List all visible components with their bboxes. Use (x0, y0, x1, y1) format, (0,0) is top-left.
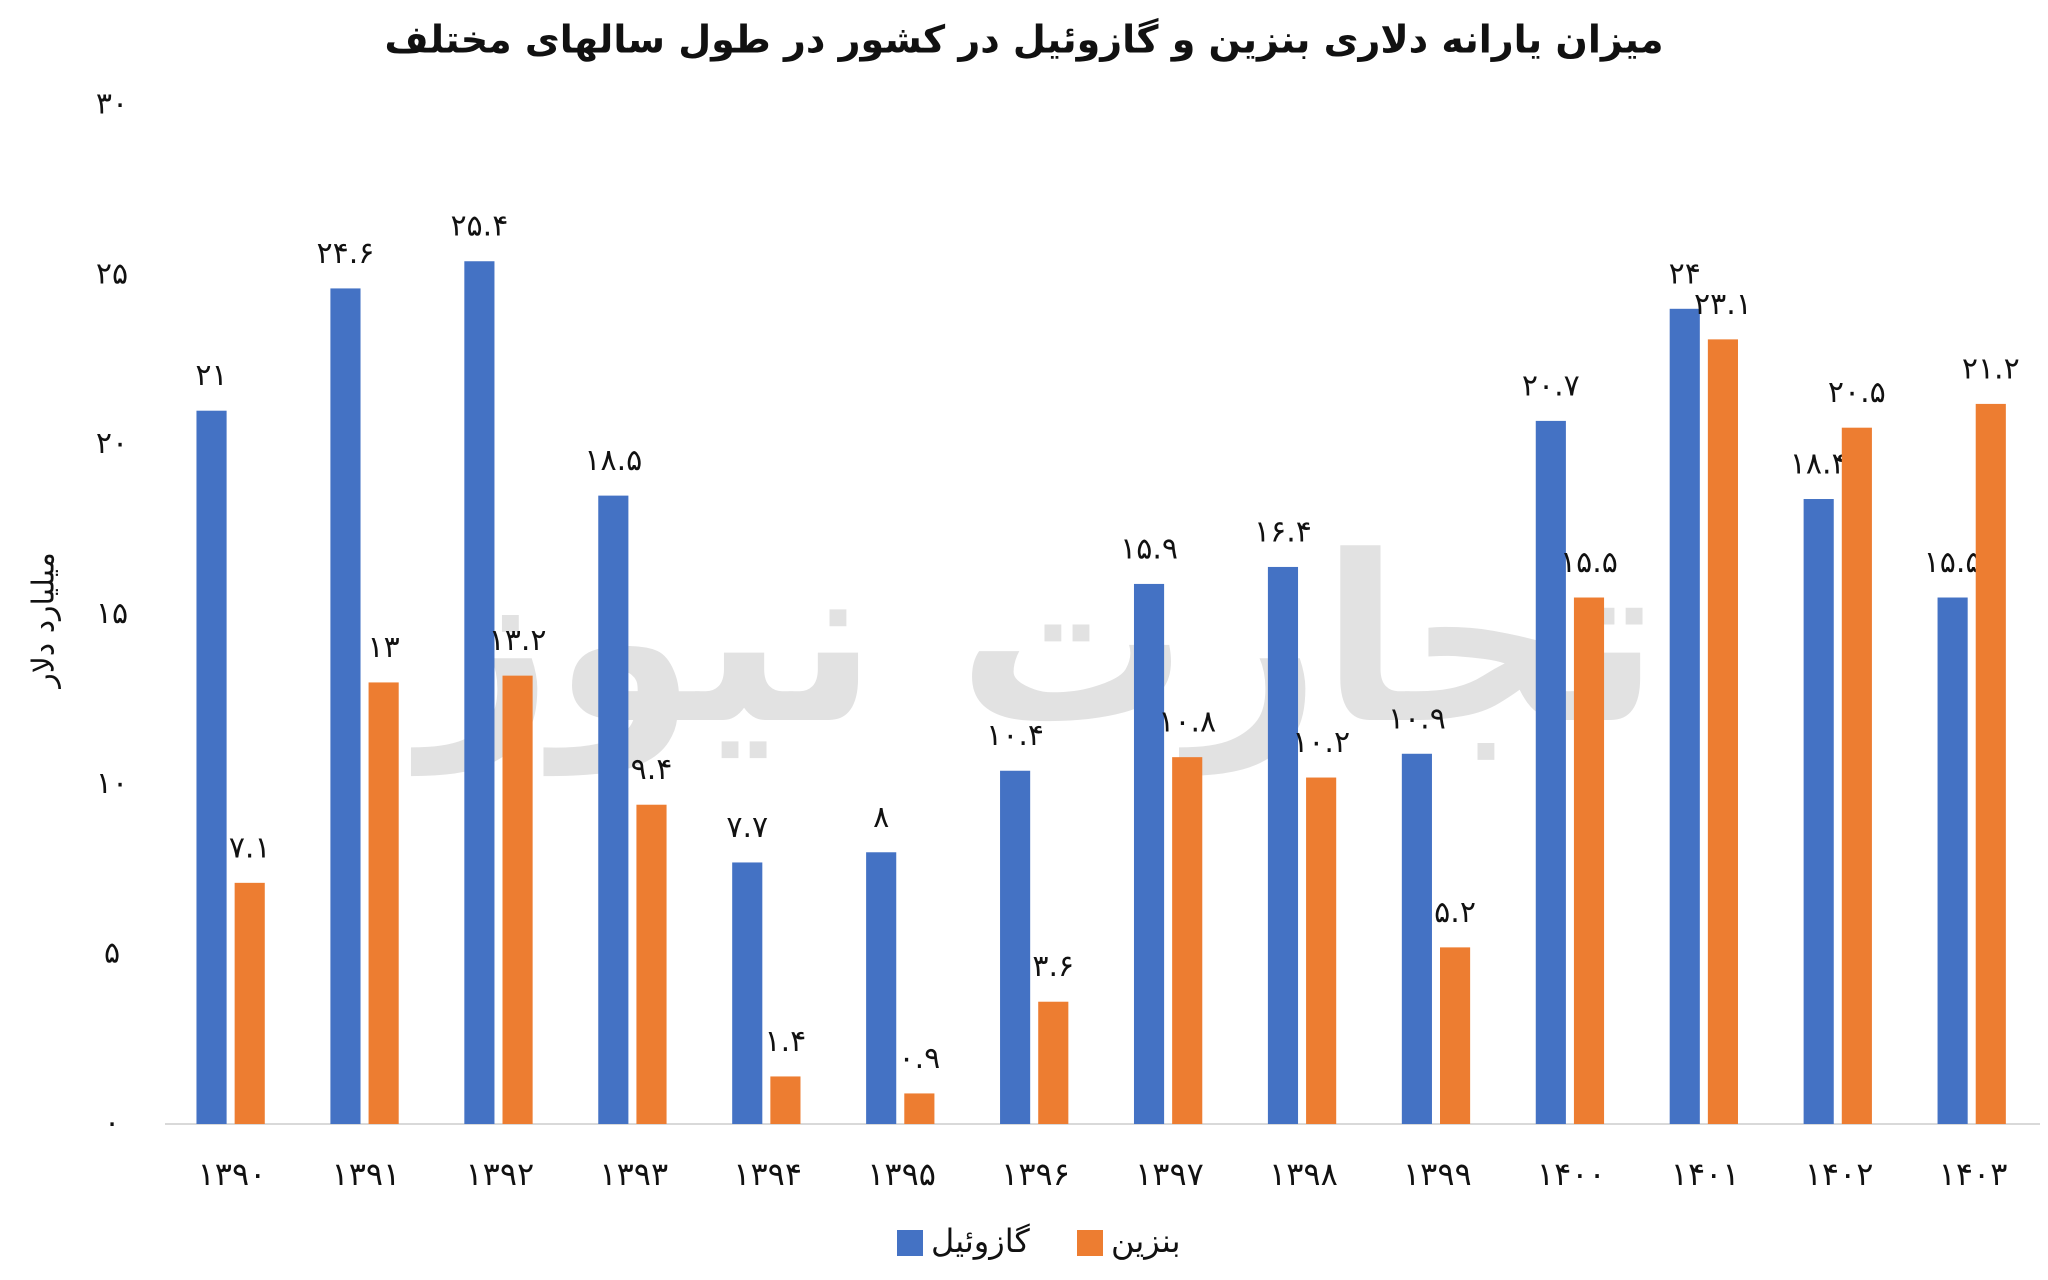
bar (368, 682, 399, 1124)
bar (1000, 770, 1031, 1124)
value-label: ۱.۴ (765, 1024, 807, 1059)
value-label: ۸ (873, 800, 889, 835)
bar (1803, 499, 1834, 1125)
value-label: ۲۰.۷ (1522, 368, 1580, 403)
y-tick-label: ۱۰ (96, 766, 128, 801)
value-label: ۱۰.۹ (1388, 701, 1446, 736)
value-label: ۱۰.۸ (1158, 705, 1216, 740)
bar (1669, 308, 1700, 1124)
y-tick-label: ۳۰ (96, 87, 128, 122)
value-label: ۷.۱ (229, 830, 271, 865)
x-tick-label: ۱۳۹۲ (465, 1155, 534, 1193)
bar (1038, 1001, 1069, 1124)
x-tick-label: ۱۳۹۵ (867, 1155, 936, 1193)
y-axis-label: میلیارد دلار (27, 552, 62, 690)
y-tick-label: ۱۵ (96, 596, 128, 631)
value-label: ۱۶.۴ (1254, 514, 1312, 549)
x-tick-label: ۱۳۹۳ (599, 1155, 668, 1193)
bar (502, 675, 533, 1124)
x-tick-label: ۱۳۹۱ (332, 1155, 401, 1193)
bar (1975, 403, 2006, 1124)
bar (904, 1093, 935, 1124)
value-label: ۱۳.۲ (489, 623, 547, 658)
x-tick-label: ۱۴۰۲ (1805, 1155, 1874, 1193)
value-label: ۵.۲ (1434, 895, 1476, 930)
x-tick-label: ۱۳۹۸ (1269, 1155, 1338, 1193)
x-tick-label: ۱۴۰۳ (1939, 1155, 2008, 1193)
x-tick-label: ۱۴۰۰ (1537, 1155, 1606, 1193)
value-label: ۱۸.۵ (584, 443, 642, 478)
value-label: ۱۵.۵ (1924, 545, 1982, 580)
value-label: ۲۰.۵ (1828, 375, 1886, 410)
bar (1401, 753, 1432, 1124)
legend-label: بنزین (1111, 1222, 1180, 1260)
bar (234, 882, 265, 1124)
bar (598, 495, 629, 1124)
bar (330, 288, 361, 1124)
value-label: ۲۴ (1669, 256, 1701, 291)
value-label: ۱۳ (368, 630, 400, 665)
value-label: ۷.۷ (726, 810, 768, 845)
bar (1573, 597, 1605, 1124)
bar (1937, 597, 1968, 1124)
y-tick-label: ۵ (104, 936, 120, 971)
bar (1841, 427, 1872, 1124)
y-tick-label: ۲۵ (96, 256, 128, 291)
x-tick-label: ۱۳۹۷ (1135, 1155, 1204, 1193)
value-label: ۲۳.۱ (1694, 287, 1752, 322)
x-tick-label: ۱۳۹۰ (198, 1155, 267, 1193)
y-tick-label: ۲۰ (96, 426, 128, 461)
legend-swatch (1077, 1230, 1103, 1256)
value-label: ۱۵.۵ (1560, 545, 1618, 580)
bar (196, 410, 227, 1124)
value-label: ۱۰.۴ (986, 718, 1044, 753)
value-label: ۲۱.۲ (1962, 351, 2020, 386)
bar (1133, 583, 1165, 1124)
x-tick-label: ۱۳۹۶ (1001, 1155, 1070, 1193)
bar (732, 862, 763, 1124)
bar (1707, 339, 1738, 1124)
bar (1440, 947, 1471, 1124)
value-label: ۲۱ (195, 358, 227, 393)
legend-label: گازوئیل (931, 1222, 1030, 1260)
bar (1535, 420, 1566, 1124)
legend-swatch (897, 1230, 923, 1256)
bar (866, 852, 897, 1124)
value-label: ۲۴.۶ (317, 236, 375, 271)
bar (464, 261, 495, 1124)
bar (1172, 757, 1203, 1124)
y-tick-label: ۰ (104, 1106, 120, 1141)
chart-title: میزان یارانه دلاری بنزین و گازوئیل در کش… (384, 18, 1663, 63)
x-tick-label: ۱۳۹۴ (733, 1155, 802, 1193)
bar (1267, 566, 1299, 1124)
value-label: ۹.۴ (631, 752, 673, 787)
x-tick-label: ۱۴۰۱ (1671, 1155, 1740, 1193)
value-label: ۱۰.۲ (1292, 725, 1350, 760)
bar (636, 804, 667, 1124)
value-label: ۱۸.۴ (1790, 447, 1848, 482)
x-tick-label: ۱۳۹۹ (1403, 1155, 1472, 1193)
bar (1306, 777, 1337, 1124)
value-label: ۳.۶ (1032, 949, 1074, 984)
value-label: ۰.۹ (898, 1041, 940, 1076)
value-label: ۲۵.۴ (450, 209, 508, 244)
bar (770, 1076, 801, 1124)
value-label: ۱۵.۹ (1120, 531, 1178, 566)
